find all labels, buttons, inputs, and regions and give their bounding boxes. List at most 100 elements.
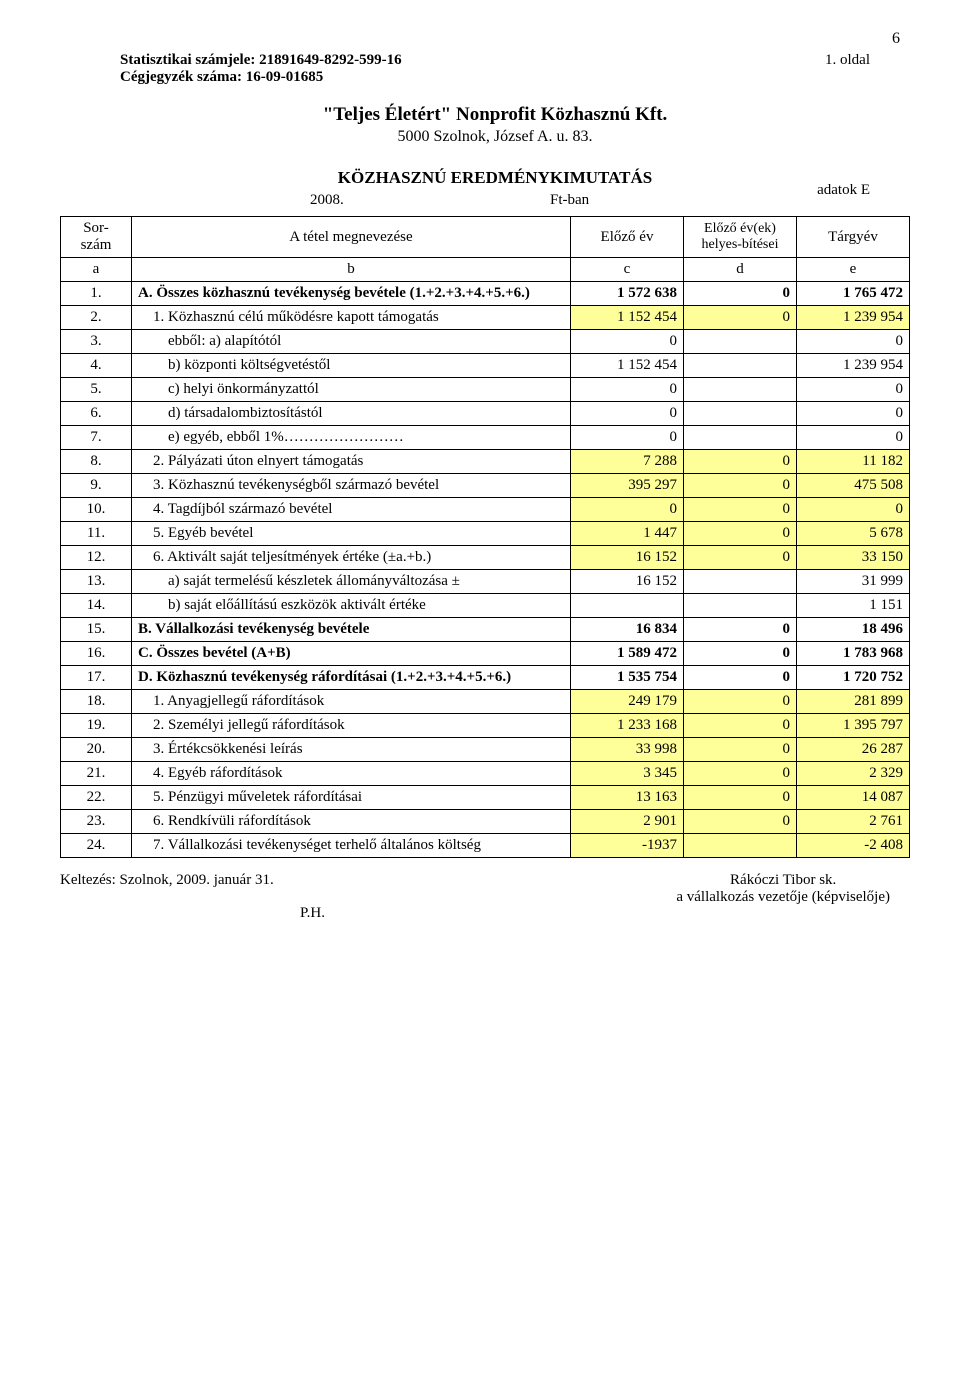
stat-id: Statisztikai számjele: 21891649-8292-599…: [120, 52, 402, 69]
cell-d: [684, 594, 797, 618]
letter-b: b: [132, 258, 571, 282]
cell-n: 20.: [61, 738, 132, 762]
cell-n: 4.: [61, 354, 132, 378]
cell-b: 5. Pénzügyi műveletek ráfordításai: [132, 786, 571, 810]
page-number-top: 6: [60, 30, 910, 48]
cell-e: 2 761: [797, 810, 910, 834]
table-row: 7. e) egyéb, ebből 1%……………………00: [61, 426, 910, 450]
cell-n: 11.: [61, 522, 132, 546]
col-header-b: A tétel megnevezése: [132, 217, 571, 258]
cell-b: 7. Vállalkozási tevékenységet terhelő ál…: [132, 834, 571, 858]
cell-d: 0: [684, 450, 797, 474]
table-row: 22. 5. Pénzügyi műveletek ráfordításai13…: [61, 786, 910, 810]
cell-c: 1 589 472: [571, 642, 684, 666]
cell-n: 10.: [61, 498, 132, 522]
cell-d: 0: [684, 282, 797, 306]
cell-d: [684, 378, 797, 402]
cell-d: 0: [684, 522, 797, 546]
table-row: 20. 3. Értékcsökkenési leírás33 998026 2…: [61, 738, 910, 762]
cell-e: 26 287: [797, 738, 910, 762]
cell-d: [684, 354, 797, 378]
col-header-a: Sor- szám: [61, 217, 132, 258]
cell-d: 0: [684, 546, 797, 570]
cell-b: C. Összes bevétel (A+B): [132, 642, 571, 666]
col-header-c: Előző év: [571, 217, 684, 258]
cell-e: 281 899: [797, 690, 910, 714]
data-table: Sor- szám A tétel megnevezése Előző év E…: [60, 216, 910, 858]
table-row: 16.C. Összes bevétel (A+B)1 589 47201 78…: [61, 642, 910, 666]
cell-b: 1. Anyagjellegű ráfordítások: [132, 690, 571, 714]
cell-c: -1937: [571, 834, 684, 858]
table-row: 3. ebből: a) alapítótól00: [61, 330, 910, 354]
cell-d: 0: [684, 498, 797, 522]
cell-n: 22.: [61, 786, 132, 810]
cell-b: d) társadalombiztosítástól: [132, 402, 571, 426]
cell-e: 11 182: [797, 450, 910, 474]
cell-d: 0: [684, 306, 797, 330]
cell-n: 17.: [61, 666, 132, 690]
cell-d: [684, 402, 797, 426]
cell-c: 0: [571, 498, 684, 522]
table-body: 1.A. Összes közhasznú tevékenység bevéte…: [61, 282, 910, 858]
cell-n: 3.: [61, 330, 132, 354]
cell-d: 0: [684, 738, 797, 762]
footer-date: Keltezés: Szolnok, 2009. január 31.: [60, 872, 325, 889]
table-row: 17.D. Közhasznú tevékenység ráfordításai…: [61, 666, 910, 690]
cell-b: 2. Személyi jellegű ráfordítások: [132, 714, 571, 738]
cell-e: 0: [797, 498, 910, 522]
table-row: 10. 4. Tagdíjból származó bevétel000: [61, 498, 910, 522]
cell-c: 249 179: [571, 690, 684, 714]
footer: Keltezés: Szolnok, 2009. január 31. P.H.…: [60, 872, 910, 922]
cell-b: 6. Rendkívüli ráfordítások: [132, 810, 571, 834]
cell-b: 1. Közhasznú célú működésre kapott támog…: [132, 306, 571, 330]
cell-c: 1 535 754: [571, 666, 684, 690]
cell-c: 7 288: [571, 450, 684, 474]
cell-d: 0: [684, 642, 797, 666]
cell-d: 0: [684, 714, 797, 738]
reg-number: Cégjegyzék száma: 16-09-01685: [120, 69, 870, 86]
cell-e: 0: [797, 426, 910, 450]
cell-n: 7.: [61, 426, 132, 450]
cell-n: 9.: [61, 474, 132, 498]
cell-c: 2 901: [571, 810, 684, 834]
cell-n: 16.: [61, 642, 132, 666]
letter-a: a: [61, 258, 132, 282]
table-row: 6. d) társadalombiztosítástól00: [61, 402, 910, 426]
sig-name: Rákóczi Tibor sk.: [676, 872, 890, 889]
cell-c: 16 152: [571, 546, 684, 570]
cell-d: 0: [684, 618, 797, 642]
cell-c: 1 152 454: [571, 306, 684, 330]
cell-b: 3. Közhasznú tevékenységből származó bev…: [132, 474, 571, 498]
cell-c: 1 572 638: [571, 282, 684, 306]
cell-d: [684, 570, 797, 594]
cell-c: 1 152 454: [571, 354, 684, 378]
cell-e: 1 395 797: [797, 714, 910, 738]
cell-n: 12.: [61, 546, 132, 570]
cell-b: 4. Tagdíjból származó bevétel: [132, 498, 571, 522]
footer-ph: P.H.: [300, 905, 325, 922]
cell-d: [684, 426, 797, 450]
cell-e: 14 087: [797, 786, 910, 810]
cell-n: 23.: [61, 810, 132, 834]
letter-d: d: [684, 258, 797, 282]
table-row: 8. 2. Pályázati úton elnyert támogatás7 …: [61, 450, 910, 474]
table-row: 2. 1. Közhasznú célú működésre kapott tá…: [61, 306, 910, 330]
cell-d: 0: [684, 474, 797, 498]
cell-b: b) központi költségvetéstől: [132, 354, 571, 378]
cell-b: a) saját termelésű készletek állományvál…: [132, 570, 571, 594]
table-row: 19. 2. Személyi jellegű ráfordítások1 23…: [61, 714, 910, 738]
cell-d: 0: [684, 786, 797, 810]
cell-d: [684, 330, 797, 354]
cell-n: 15.: [61, 618, 132, 642]
header-block: Statisztikai számjele: 21891649-8292-599…: [120, 52, 870, 214]
cell-b: 2. Pályázati úton elnyert támogatás: [132, 450, 571, 474]
table-row: 15.B. Vállalkozási tevékenység bevétele1…: [61, 618, 910, 642]
cell-c: 0: [571, 378, 684, 402]
cell-n: 18.: [61, 690, 132, 714]
cell-c: 3 345: [571, 762, 684, 786]
cell-c: 16 152: [571, 570, 684, 594]
cell-n: 2.: [61, 306, 132, 330]
cell-e: 18 496: [797, 618, 910, 642]
cell-c: 395 297: [571, 474, 684, 498]
table-row: 14. b) saját előállítású eszközök aktivá…: [61, 594, 910, 618]
